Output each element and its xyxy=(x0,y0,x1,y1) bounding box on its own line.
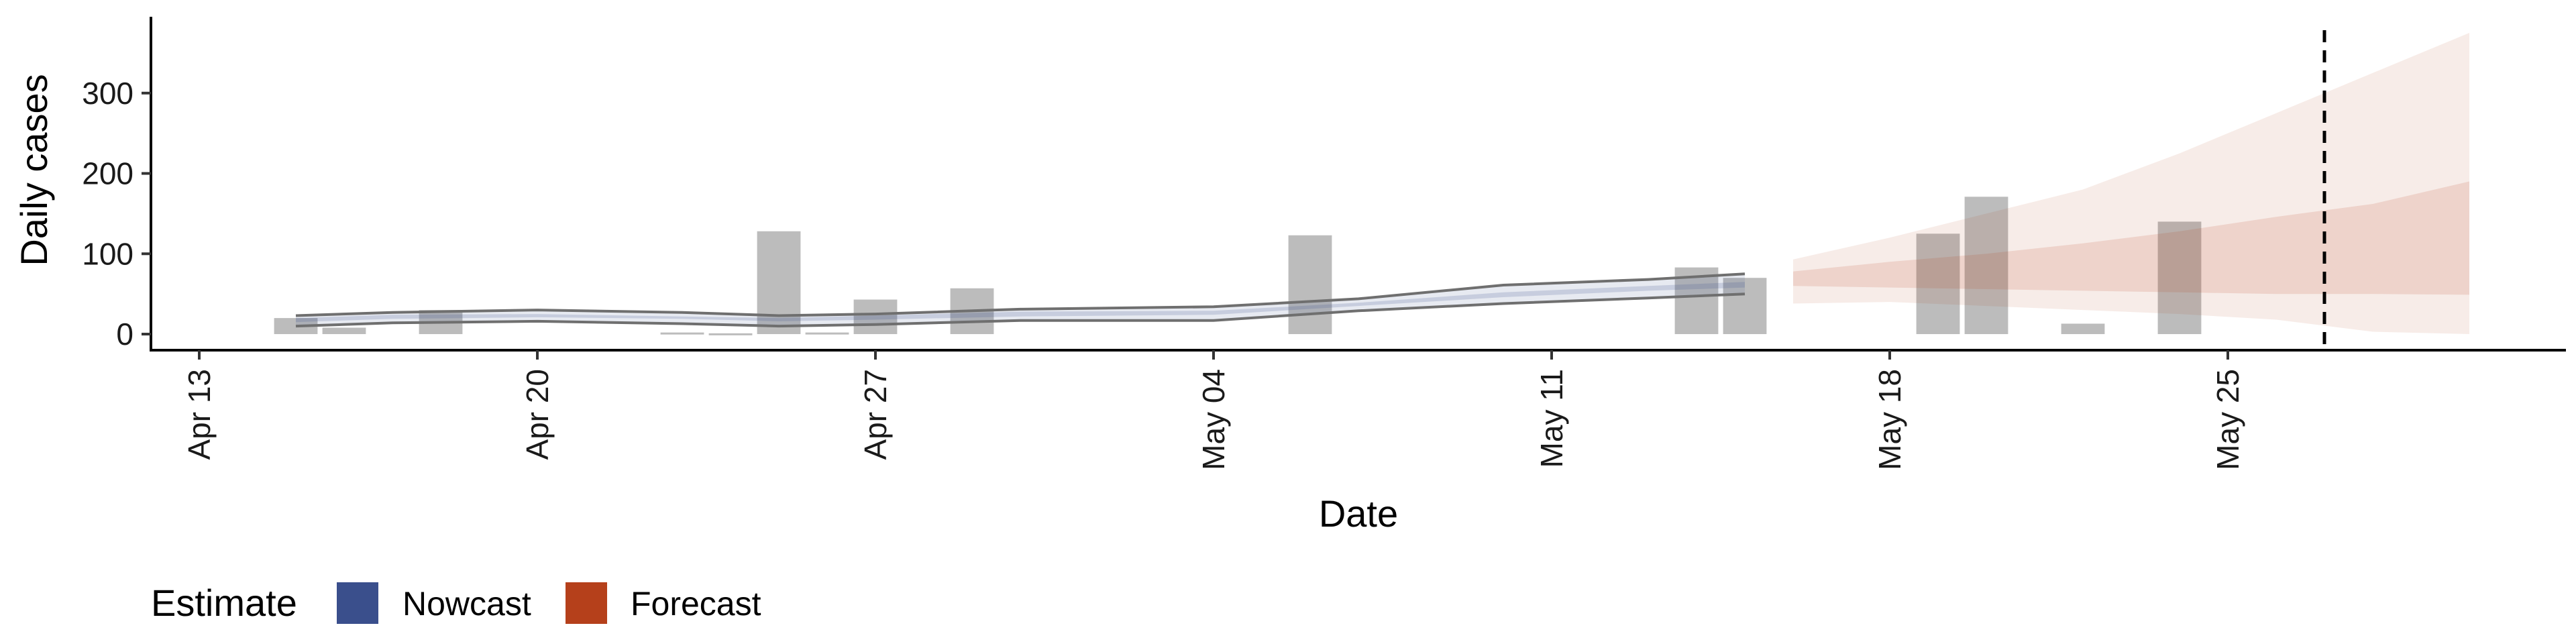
x-axis-ticks: Apr 13 Apr 20 Apr 27 May 04 May 11 May 18 May … xyxy=(182,350,2245,470)
nowcast-inner-band xyxy=(296,282,1745,323)
y-tick-label: 0 xyxy=(116,317,133,352)
data-bar xyxy=(805,332,849,335)
y-axis-ticks: 0 100 200 300 xyxy=(82,76,151,352)
data-bar xyxy=(2061,323,2105,335)
y-tick-label: 300 xyxy=(82,76,133,111)
data-bar xyxy=(1288,235,1332,335)
legend-key-nowcast xyxy=(337,582,378,624)
y-tick-label: 100 xyxy=(82,236,133,271)
band-layer xyxy=(296,33,2469,334)
data-bar xyxy=(1964,197,2008,335)
x-tick-label: Apr 13 xyxy=(182,369,217,460)
legend-label-forecast: Forecast xyxy=(631,585,761,623)
line-layer xyxy=(295,272,1746,328)
legend-label-nowcast: Nowcast xyxy=(402,585,531,623)
data-bar xyxy=(322,327,366,335)
data-bar xyxy=(708,333,753,335)
data-bar xyxy=(1916,233,1960,335)
data-bar xyxy=(660,332,704,335)
y-tick-label: 200 xyxy=(82,156,133,191)
legend: Estimate Nowcast Forecast xyxy=(151,582,761,624)
nowcast-upper-line xyxy=(295,272,1746,317)
x-tick-label: May 11 xyxy=(1534,369,1569,468)
nowcast-outer-band xyxy=(296,274,1745,327)
data-bar xyxy=(853,299,898,335)
data-bar xyxy=(2157,221,2202,335)
data-bar xyxy=(1723,278,1767,335)
forecast-outer-band xyxy=(1793,33,2469,334)
x-tick-label: May 18 xyxy=(1872,369,1907,470)
y-axis-title: Daily cases xyxy=(13,74,55,266)
legend-key-forecast xyxy=(566,582,607,624)
x-tick-label: May 25 xyxy=(2210,369,2245,470)
x-tick-label: Apr 27 xyxy=(858,369,893,460)
nowcast-lower-line xyxy=(295,292,1746,328)
x-tick-label: May 04 xyxy=(1196,369,1231,470)
forecast-inner-band xyxy=(1793,181,2469,295)
x-tick-label: Apr 20 xyxy=(520,369,555,460)
legend-title: Estimate xyxy=(151,582,297,624)
x-axis-title: Date xyxy=(1319,492,1398,535)
